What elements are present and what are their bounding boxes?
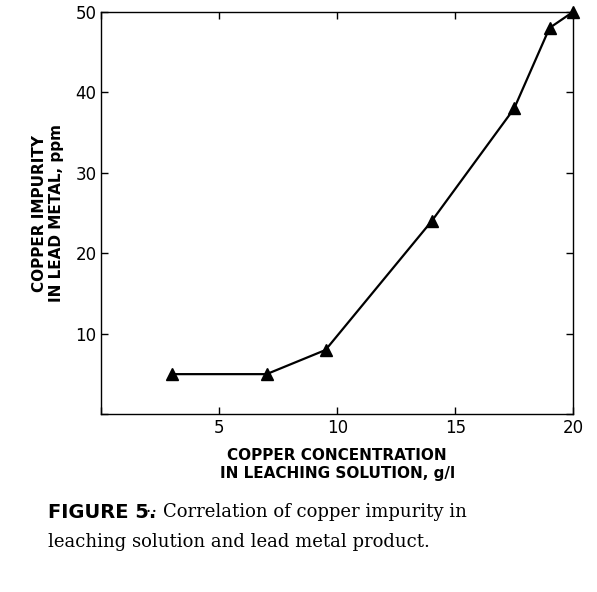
Y-axis label: COPPER IMPURITY
IN LEAD METAL, ppm: COPPER IMPURITY IN LEAD METAL, ppm <box>32 124 64 302</box>
Text: leaching solution and lead metal product.: leaching solution and lead metal product… <box>48 533 430 551</box>
Text: FIGURE 5.: FIGURE 5. <box>48 503 156 522</box>
Text: ·· Correlation of copper impurity in: ·· Correlation of copper impurity in <box>140 503 467 521</box>
X-axis label: COPPER CONCENTRATION
IN LEACHING SOLUTION, g/l: COPPER CONCENTRATION IN LEACHING SOLUTIO… <box>220 448 455 481</box>
